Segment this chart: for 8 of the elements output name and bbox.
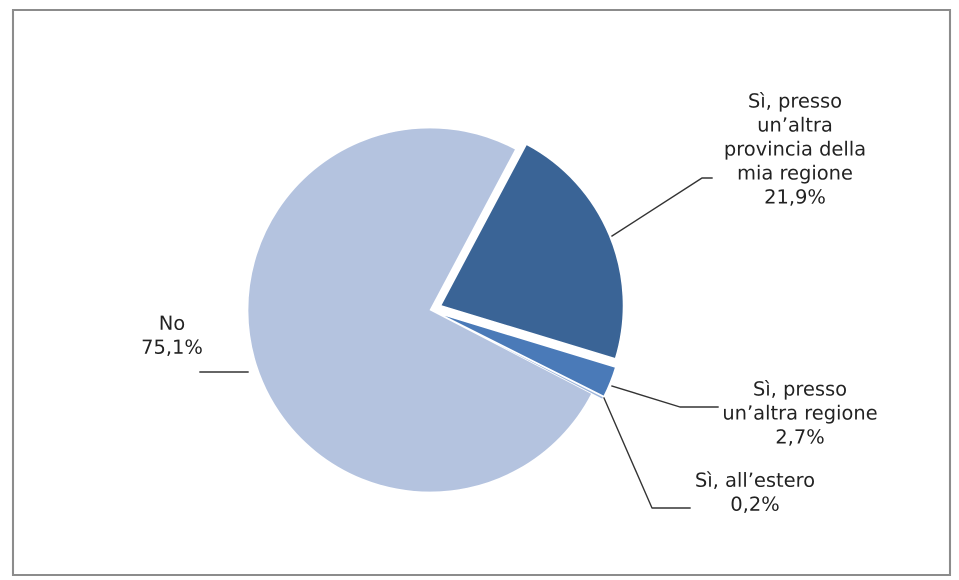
slice-label: Sì, presso un’altra provincia della mia regione xyxy=(726,92,864,184)
data-label: 0,2% xyxy=(732,496,779,514)
slice-label: No xyxy=(160,316,184,330)
slice-label: Sì, all’estero xyxy=(696,471,814,490)
data-label: 2,7% xyxy=(776,429,824,446)
slice-label: Sì, presso un’altra regione xyxy=(724,380,877,424)
data-label: 21,9% xyxy=(766,189,825,206)
data-label: 75,1% xyxy=(142,339,202,356)
